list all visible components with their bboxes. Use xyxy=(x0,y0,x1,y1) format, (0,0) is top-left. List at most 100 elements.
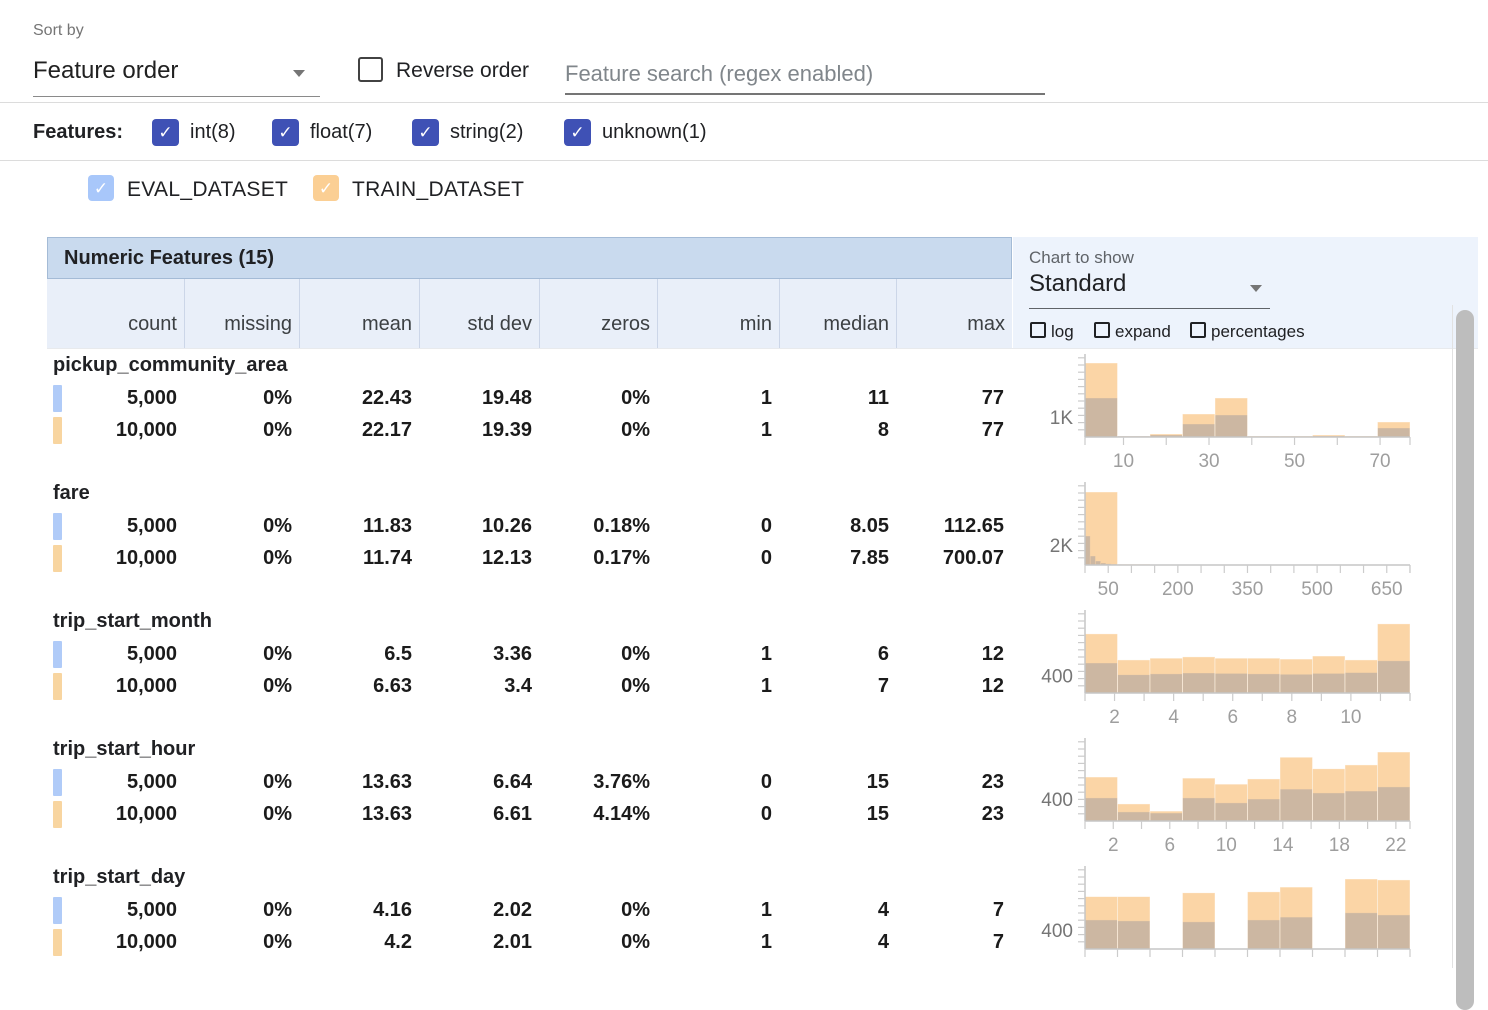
cell-median: 4 xyxy=(780,894,897,926)
feature-name: trip_start_hour xyxy=(53,738,195,761)
dataset-marker-eval xyxy=(53,897,62,924)
check-icon: ✓ xyxy=(319,180,333,197)
dataset-marker-train xyxy=(53,801,62,828)
cell-zeros: 0.17% xyxy=(540,542,658,574)
feature-name: pickup_community_area xyxy=(53,354,288,377)
column-header-median[interactable]: median xyxy=(780,279,897,348)
filter-float-checkbox[interactable]: ✓ xyxy=(272,119,299,146)
cell-max: 12 xyxy=(897,638,1012,670)
svg-text:10: 10 xyxy=(1113,451,1134,472)
svg-text:70: 70 xyxy=(1369,451,1390,472)
cell-max: 77 xyxy=(897,382,1012,414)
cell-min: 1 xyxy=(658,638,780,670)
filter-unknown-checkbox[interactable]: ✓ xyxy=(564,119,591,146)
svg-text:22: 22 xyxy=(1385,835,1406,856)
cell-count: 10,000 xyxy=(47,542,185,574)
check-icon: ✓ xyxy=(94,180,108,197)
percentages-label: percentages xyxy=(1211,322,1305,342)
cell-median: 15 xyxy=(780,766,897,798)
numeric-features-title: Numeric Features (15) xyxy=(64,247,274,270)
column-header-std-dev[interactable]: std dev xyxy=(420,279,540,348)
column-header-zeros[interactable]: zeros xyxy=(540,279,658,348)
cell-max: 700.07 xyxy=(897,542,1012,574)
filter-int-checkbox[interactable]: ✓ xyxy=(152,119,179,146)
search-input[interactable] xyxy=(565,55,1045,95)
svg-text:14: 14 xyxy=(1272,835,1294,856)
chart-type-select[interactable]: Standard xyxy=(1029,270,1126,298)
train-dataset-label: TRAIN_DATASET xyxy=(352,178,524,202)
svg-text:18: 18 xyxy=(1329,835,1350,856)
column-header-missing[interactable]: missing xyxy=(185,279,300,348)
dataset-marker-eval xyxy=(53,641,62,668)
cell-missing: 0% xyxy=(185,510,300,542)
cell-count: 10,000 xyxy=(47,670,185,702)
cell-zeros: 0% xyxy=(540,382,658,414)
scrollbar-track xyxy=(1452,305,1453,968)
check-icon: ✓ xyxy=(278,124,292,141)
svg-text:400: 400 xyxy=(1041,921,1073,942)
eval-dataset-checkbox[interactable]: ✓ xyxy=(88,175,114,201)
sort-by-label: Sort by xyxy=(33,22,84,40)
chevron-down-icon[interactable] xyxy=(293,70,305,77)
cell-min: 1 xyxy=(658,926,780,958)
column-header-max[interactable]: max xyxy=(897,279,1012,348)
dataset-marker-eval xyxy=(53,513,62,540)
chevron-down-icon[interactable] xyxy=(1250,285,1262,292)
cell-max: 23 xyxy=(897,798,1012,830)
svg-text:500: 500 xyxy=(1301,579,1333,600)
cell-zeros: 3.76% xyxy=(540,766,658,798)
train-dataset-checkbox[interactable]: ✓ xyxy=(313,175,339,201)
cell-median: 6 xyxy=(780,638,897,670)
cell-std_dev: 3.36 xyxy=(420,638,540,670)
svg-text:200: 200 xyxy=(1162,579,1194,600)
cell-median: 7.85 xyxy=(780,542,897,574)
column-header-count[interactable]: count xyxy=(47,279,185,348)
cell-min: 0 xyxy=(658,766,780,798)
svg-text:4: 4 xyxy=(1168,707,1179,728)
column-header-min[interactable]: min xyxy=(658,279,780,348)
log-checkbox[interactable] xyxy=(1030,322,1046,338)
scrollbar-thumb[interactable] xyxy=(1456,310,1474,1010)
cell-mean: 11.74 xyxy=(300,542,420,574)
chart-controls-panel: Chart to show Standard log expand percen… xyxy=(1013,237,1478,348)
cell-mean: 13.63 xyxy=(300,766,420,798)
cell-mean: 6.63 xyxy=(300,670,420,702)
filter-string-checkbox[interactable]: ✓ xyxy=(412,119,439,146)
cell-missing: 0% xyxy=(185,766,300,798)
cell-min: 1 xyxy=(658,894,780,926)
cell-count: 5,000 xyxy=(47,510,185,542)
svg-text:2K: 2K xyxy=(1050,536,1074,557)
expand-checkbox[interactable] xyxy=(1094,322,1110,338)
cell-std_dev: 12.13 xyxy=(420,542,540,574)
check-icon: ✓ xyxy=(418,124,432,141)
cell-missing: 0% xyxy=(185,414,300,446)
cell-missing: 0% xyxy=(185,382,300,414)
percentages-checkbox[interactable] xyxy=(1190,322,1206,338)
cell-median: 8.05 xyxy=(780,510,897,542)
reverse-order-checkbox[interactable] xyxy=(358,57,383,82)
column-header-mean[interactable]: mean xyxy=(300,279,420,348)
svg-text:400: 400 xyxy=(1041,667,1073,688)
cell-count: 10,000 xyxy=(47,926,185,958)
cell-std_dev: 10.26 xyxy=(420,510,540,542)
cell-min: 0 xyxy=(658,542,780,574)
cell-zeros: 0.18% xyxy=(540,510,658,542)
cell-max: 23 xyxy=(897,766,1012,798)
dataset-marker-train xyxy=(53,545,62,572)
cell-zeros: 4.14% xyxy=(540,798,658,830)
sort-by-select[interactable]: Feature order xyxy=(33,57,178,85)
histogram-trip_start_day[interactable]: 400 xyxy=(1030,864,1430,990)
dataset-marker-train xyxy=(53,673,62,700)
cell-max: 7 xyxy=(897,894,1012,926)
reverse-order-label: Reverse order xyxy=(396,59,529,83)
